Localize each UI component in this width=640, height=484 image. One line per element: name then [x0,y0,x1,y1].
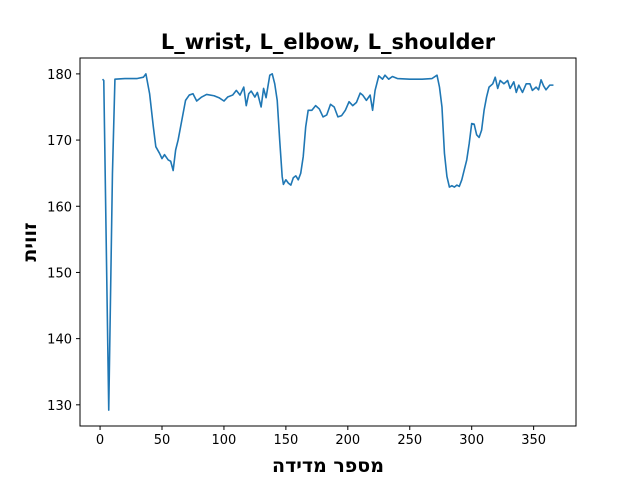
data-line [101,73,554,411]
x-tick-label: 50 [154,433,171,448]
y-tick-label: 170 [47,134,72,149]
y-axis-label: זווית [19,222,41,261]
x-tick-label: 200 [335,433,360,448]
y-tick-label: 130 [47,399,72,414]
x-axis-label: מספר מדידה [272,455,384,477]
x-tick-label: 350 [521,433,546,448]
y-tick-label: 140 [47,333,72,348]
x-tick-label: 0 [96,433,104,448]
x-tick-label: 250 [397,433,422,448]
x-tick-label: 300 [459,433,484,448]
chart-title: L_wrist, L_elbow, L_shoulder [161,30,496,54]
y-tick-label: 180 [47,68,72,83]
y-tick-label: 150 [47,266,72,281]
x-tick-label: 150 [273,433,298,448]
y-tick-label: 160 [47,200,72,215]
plot-frame [79,57,577,427]
x-tick-label: 100 [212,433,237,448]
